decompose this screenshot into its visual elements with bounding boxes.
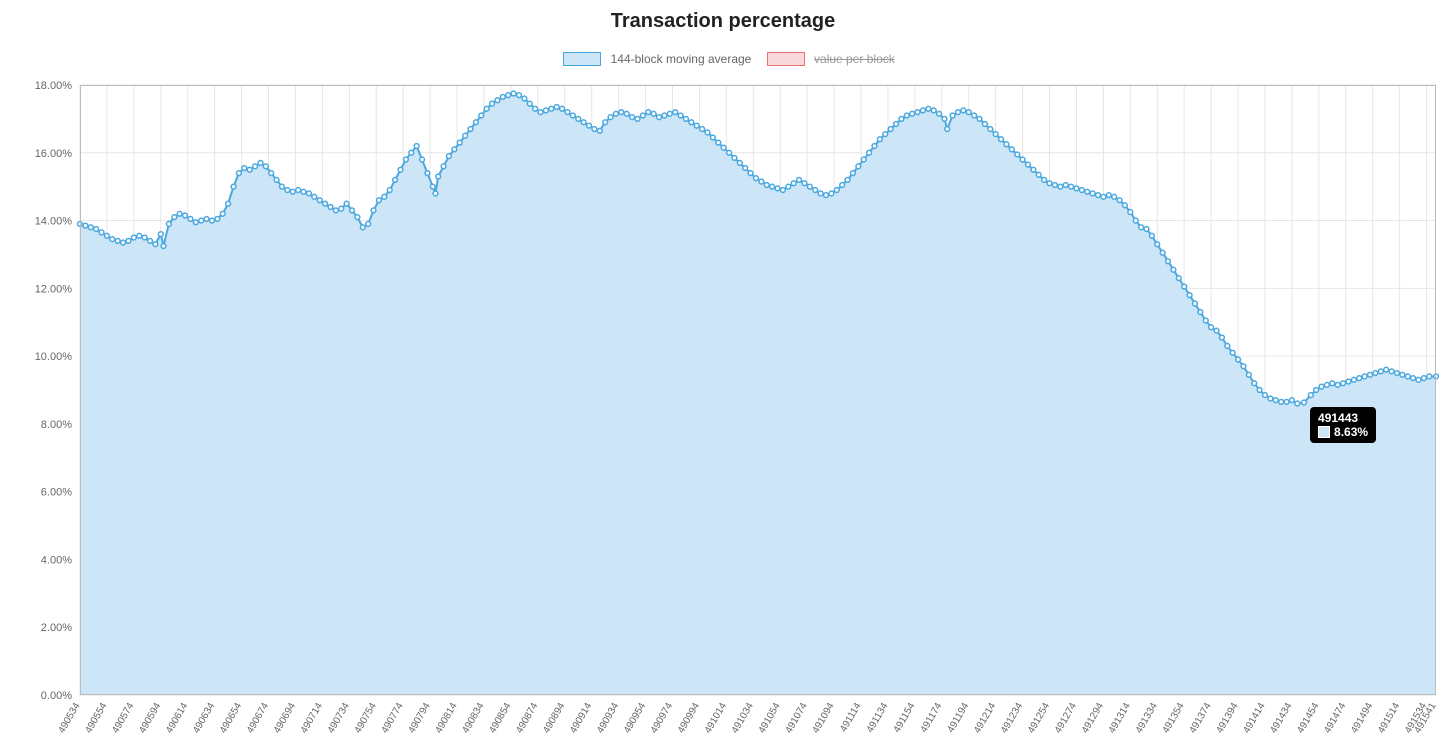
svg-text:490714: 490714 [299, 701, 325, 736]
svg-text:4.00%: 4.00% [41, 554, 72, 566]
svg-text:491134: 491134 [865, 701, 891, 735]
svg-text:490534: 490534 [56, 701, 82, 736]
svg-text:490974: 490974 [649, 701, 675, 736]
svg-text:490814: 490814 [433, 701, 459, 736]
svg-text:490834: 490834 [460, 701, 486, 736]
svg-text:491014: 491014 [703, 701, 729, 736]
svg-text:491474: 491474 [1322, 701, 1348, 736]
svg-text:490794: 490794 [406, 701, 432, 736]
svg-text:491374: 491374 [1188, 701, 1214, 736]
svg-text:491114: 491114 [838, 701, 864, 734]
svg-text:490994: 490994 [676, 701, 702, 736]
svg-text:491054: 491054 [757, 701, 783, 736]
chart-plot-area[interactable]: 0.00%2.00%4.00%6.00%8.00%10.00%12.00%14.… [80, 85, 1436, 695]
svg-text:491294: 491294 [1080, 701, 1106, 736]
svg-text:490614: 490614 [164, 701, 190, 736]
svg-text:18.00%: 18.00% [35, 80, 73, 92]
svg-text:6.00%: 6.00% [41, 487, 72, 499]
svg-text:491094: 491094 [810, 701, 836, 736]
svg-text:490634: 490634 [191, 701, 217, 736]
svg-text:490954: 490954 [622, 701, 648, 736]
chart-svg: 0.00%2.00%4.00%6.00%8.00%10.00%12.00%14.… [80, 85, 1436, 695]
svg-text:490874: 490874 [514, 701, 540, 736]
svg-text:491314: 491314 [1107, 701, 1133, 736]
svg-text:490594: 490594 [137, 701, 163, 736]
svg-text:491414: 491414 [1241, 701, 1267, 736]
svg-text:490574: 490574 [110, 701, 136, 736]
svg-text:14.00%: 14.00% [35, 216, 73, 228]
svg-text:16.00%: 16.00% [35, 148, 73, 160]
svg-text:490674: 490674 [245, 701, 271, 736]
svg-text:491034: 491034 [730, 701, 756, 736]
svg-text:491514: 491514 [1376, 701, 1402, 736]
legend-label-avg[interactable]: 144-block moving average [611, 52, 752, 66]
svg-text:490894: 490894 [541, 701, 567, 736]
svg-text:0.00%: 0.00% [41, 690, 72, 702]
svg-text:491174: 491174 [919, 701, 945, 735]
svg-text:491194: 491194 [945, 701, 971, 735]
chart-title: Transaction percentage [0, 0, 1446, 33]
chart-legend: 144-block moving average value per block [0, 51, 1446, 66]
svg-text:491394: 491394 [1214, 701, 1240, 736]
svg-text:491354: 491354 [1161, 701, 1187, 736]
svg-text:490654: 490654 [218, 701, 244, 736]
svg-text:491074: 491074 [784, 701, 810, 736]
svg-text:490934: 490934 [595, 701, 621, 736]
svg-text:490914: 490914 [568, 701, 594, 736]
svg-text:12.00%: 12.00% [35, 283, 73, 295]
legend-swatch-avg[interactable] [563, 52, 601, 66]
svg-text:491494: 491494 [1349, 701, 1375, 736]
svg-text:10.00%: 10.00% [35, 351, 73, 363]
svg-text:8.00%: 8.00% [41, 419, 72, 431]
svg-text:491274: 491274 [1053, 701, 1079, 736]
svg-text:491214: 491214 [972, 701, 998, 736]
svg-text:491334: 491334 [1134, 701, 1160, 736]
legend-swatch-value[interactable] [767, 52, 805, 66]
svg-text:490734: 490734 [326, 701, 352, 736]
svg-text:2.00%: 2.00% [41, 622, 72, 634]
svg-text:490694: 490694 [272, 701, 298, 736]
svg-text:490754: 490754 [353, 701, 379, 736]
svg-text:490554: 490554 [83, 701, 109, 736]
legend-label-value[interactable]: value per block [814, 52, 895, 66]
svg-text:491234: 491234 [999, 701, 1025, 736]
svg-text:491254: 491254 [1026, 701, 1052, 736]
svg-text:490774: 490774 [380, 701, 406, 736]
svg-text:491154: 491154 [892, 701, 918, 735]
chart-container: Transaction percentage 144-block moving … [0, 0, 1446, 755]
svg-text:490854: 490854 [487, 701, 513, 736]
svg-text:491454: 491454 [1295, 701, 1321, 736]
svg-text:491434: 491434 [1268, 701, 1294, 736]
